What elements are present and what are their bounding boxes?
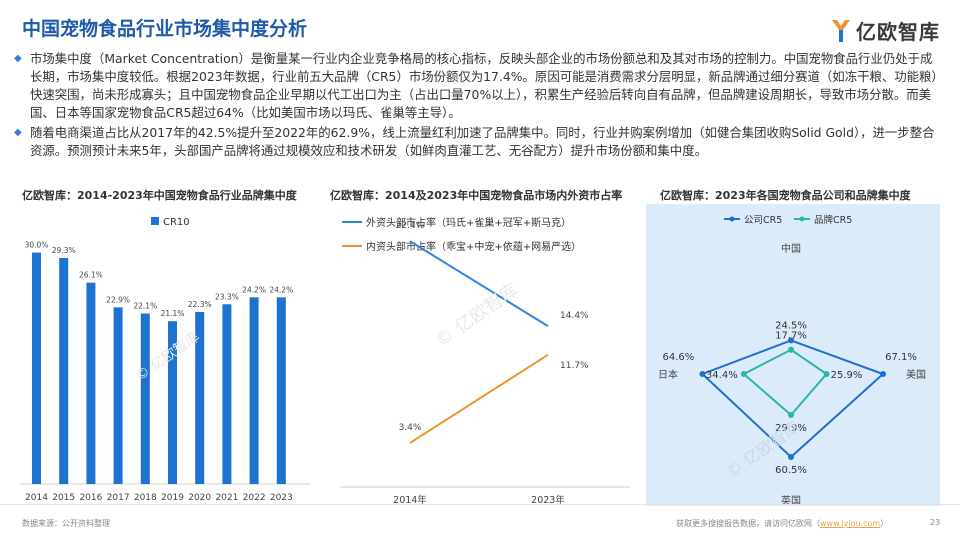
data-point bbox=[823, 371, 830, 377]
page-title: 中国宠物食品行业市场集中度分析 bbox=[22, 18, 308, 40]
x-tick-label: 2014年 bbox=[393, 494, 427, 506]
data-label: 23.3% bbox=[215, 292, 239, 301]
data-label: 3.4% bbox=[399, 423, 422, 433]
bar bbox=[168, 321, 177, 484]
footer-text-end: ） bbox=[880, 519, 889, 528]
data-label: 22.1% bbox=[133, 302, 157, 311]
data-label: 14.4% bbox=[560, 311, 589, 321]
line-chart: 外资头部市占率（玛氏+雀巢+冠军+斯马克） 内资头部市占率（乖宝+中宠+依蕴+网易… bbox=[340, 216, 630, 506]
data-point bbox=[740, 371, 747, 377]
x-tick-label: 2017 bbox=[107, 493, 130, 503]
x-tick-label: 2019 bbox=[161, 493, 184, 503]
bar-chart-title: 亿欧智库：2014-2023年中国宠物食品行业品牌集中度 bbox=[22, 189, 297, 202]
footer-link[interactable]: www.iyiou.com bbox=[820, 519, 881, 528]
data-label: 22.3% bbox=[188, 300, 212, 309]
data-label: 22.9% bbox=[106, 295, 130, 304]
x-tick-label: 2020 bbox=[188, 493, 211, 503]
footer-divider bbox=[0, 504, 960, 505]
data-label: 24.2% bbox=[269, 285, 293, 294]
data-label: 22.4% bbox=[396, 221, 425, 231]
bullet-text: 随着电商渠道占比从2017年的42.5%提升至2022年的62.9%，线上流量红… bbox=[30, 125, 935, 158]
bullet-item: ◆ 随着电商渠道占比从2017年的42.5%提升至2022年的62.9%，线上流… bbox=[12, 124, 942, 160]
diamond-bullet-icon: ◆ bbox=[14, 53, 22, 64]
bullet-list: ◆ 市场集中度（Market Concentration）是衡量某一行业内企业竞… bbox=[12, 50, 942, 162]
data-label: 17.7% bbox=[775, 331, 807, 342]
x-tick-label: 2018 bbox=[134, 493, 157, 503]
legend-marker bbox=[729, 216, 735, 222]
data-point bbox=[788, 346, 794, 353]
data-label: 67.1% bbox=[885, 352, 917, 363]
logo-text: 亿欧智库 bbox=[856, 20, 940, 44]
data-label: 64.6% bbox=[663, 352, 695, 363]
bar bbox=[249, 297, 259, 484]
x-tick-label: 2022 bbox=[243, 493, 266, 503]
data-label: 26.1% bbox=[79, 271, 103, 280]
data-label: 34.4% bbox=[706, 370, 738, 381]
axis-label: 日本 bbox=[658, 368, 678, 381]
data-label: 11.7% bbox=[560, 361, 589, 371]
line-chart-title: 亿欧智库：2014及2023年中国宠物食品市场内外资市占率 bbox=[330, 189, 623, 202]
data-label: 60.5% bbox=[775, 465, 807, 476]
legend-label: CR10 bbox=[163, 217, 190, 228]
bar bbox=[32, 252, 41, 484]
x-tick-label: 2015 bbox=[52, 493, 75, 503]
footer-note: 获取更多搜搜报告数据，请访问亿欧网（www.iyiou.com） bbox=[676, 518, 888, 529]
x-tick-label: 2021 bbox=[215, 493, 238, 503]
bar bbox=[195, 311, 205, 484]
legend-marker bbox=[799, 216, 805, 222]
data-label: 30.0% bbox=[25, 241, 49, 250]
data-label: 25.9% bbox=[831, 370, 863, 381]
data-point bbox=[788, 453, 794, 460]
radar-chart-title: 亿欧智库：2023年各国宠物食品公司和品牌集中度 bbox=[660, 189, 911, 202]
diamond-bullet-icon: ◆ bbox=[14, 127, 22, 138]
page-number: 23 bbox=[930, 518, 941, 527]
data-label: 29.9% bbox=[775, 423, 807, 434]
axis-label: 中国 bbox=[781, 242, 801, 255]
legend-label: 内资头部市占率（乖宝+中宠+依蕴+网易严选） bbox=[366, 240, 581, 253]
data-label: 29.3% bbox=[52, 246, 76, 255]
data-source: 数据来源：公开资料整理 bbox=[22, 519, 110, 528]
legend-label: 公司CR5 bbox=[744, 215, 782, 226]
x-tick-label: 2014 bbox=[25, 493, 48, 503]
axis-label: 美国 bbox=[906, 368, 926, 381]
series-line bbox=[409, 353, 549, 444]
data-point bbox=[788, 337, 794, 344]
bullet-item: ◆ 市场集中度（Market Concentration）是衡量某一行业内企业竞… bbox=[12, 50, 942, 122]
watermark-text: © 亿欧智库 bbox=[432, 279, 522, 351]
bullet-text: 市场集中度（Market Concentration）是衡量某一行业内企业竞争格… bbox=[30, 51, 938, 120]
logo-icon bbox=[832, 19, 850, 42]
data-point bbox=[788, 412, 794, 419]
bar bbox=[276, 297, 286, 484]
bar bbox=[140, 313, 150, 484]
bar bbox=[222, 304, 232, 484]
bar-chart: CR10 30.0% 2014 29.3% 2015 26.1% 2016 22.9% 2017… bbox=[20, 217, 310, 503]
brand-logo: 亿欧智库 bbox=[830, 16, 940, 45]
data-label: 21.1% bbox=[161, 309, 185, 318]
data-label: 24.5% bbox=[775, 320, 807, 331]
data-point bbox=[699, 371, 706, 377]
bar bbox=[113, 307, 123, 484]
data-label: 24.2% bbox=[242, 285, 266, 294]
series-line bbox=[409, 240, 549, 327]
x-tick-label: 2023 bbox=[270, 493, 293, 503]
x-tick-label: 2016 bbox=[79, 493, 102, 503]
bar bbox=[86, 282, 96, 484]
axis-label: 英国 bbox=[781, 494, 801, 506]
legend-label: 品牌CR5 bbox=[814, 214, 852, 226]
bar bbox=[59, 257, 69, 484]
footer-text: 获取更多搜搜报告数据，请访问亿欧网（ bbox=[676, 519, 820, 528]
legend-swatch bbox=[151, 217, 159, 225]
legend-label: 外资头部市占率（玛氏+雀巢+冠军+斯马克） bbox=[366, 216, 571, 229]
x-tick-label: 2023年 bbox=[531, 494, 565, 506]
data-point bbox=[880, 371, 887, 377]
